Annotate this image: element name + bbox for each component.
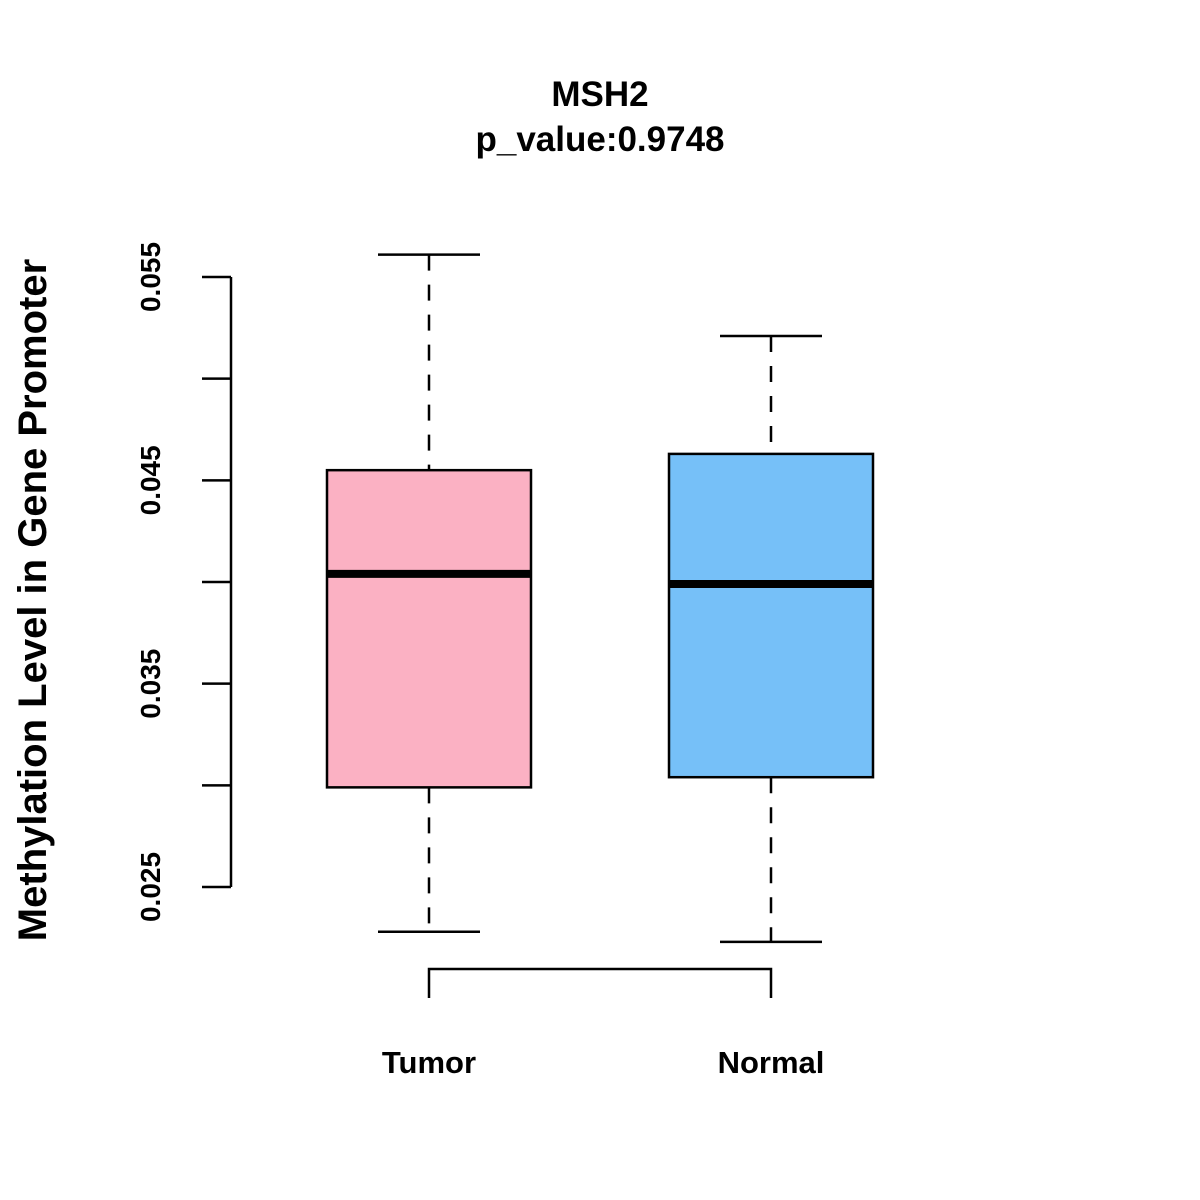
- boxes-group: [325, 253, 875, 944]
- y-tick-label: 0.035: [135, 649, 166, 719]
- y-tick-label: 0.055: [135, 242, 166, 312]
- y-axis: 0.025 0.035 0.045 0.055: [135, 242, 233, 922]
- x-tick-label-normal: Normal: [718, 1045, 825, 1080]
- y-tick-label: 0.045: [135, 445, 166, 515]
- chart-subtitle: p_value:0.9748: [475, 120, 724, 159]
- iqr-box: [667, 452, 875, 779]
- y-tick-label: 0.025: [135, 852, 166, 922]
- chart-title: MSH2: [551, 75, 648, 114]
- x-tick-label-tumor: Tumor: [382, 1045, 476, 1080]
- comparison-bracket-group: [427, 967, 773, 998]
- box-normal: [667, 334, 875, 944]
- iqr-box: [325, 468, 533, 789]
- comparison-bracket: [427, 967, 773, 998]
- y-axis-label: Methylation Level in Gene Promoter: [11, 259, 55, 941]
- x-tick-labels: Tumor Normal: [382, 1045, 824, 1080]
- box-tumor: [325, 253, 533, 933]
